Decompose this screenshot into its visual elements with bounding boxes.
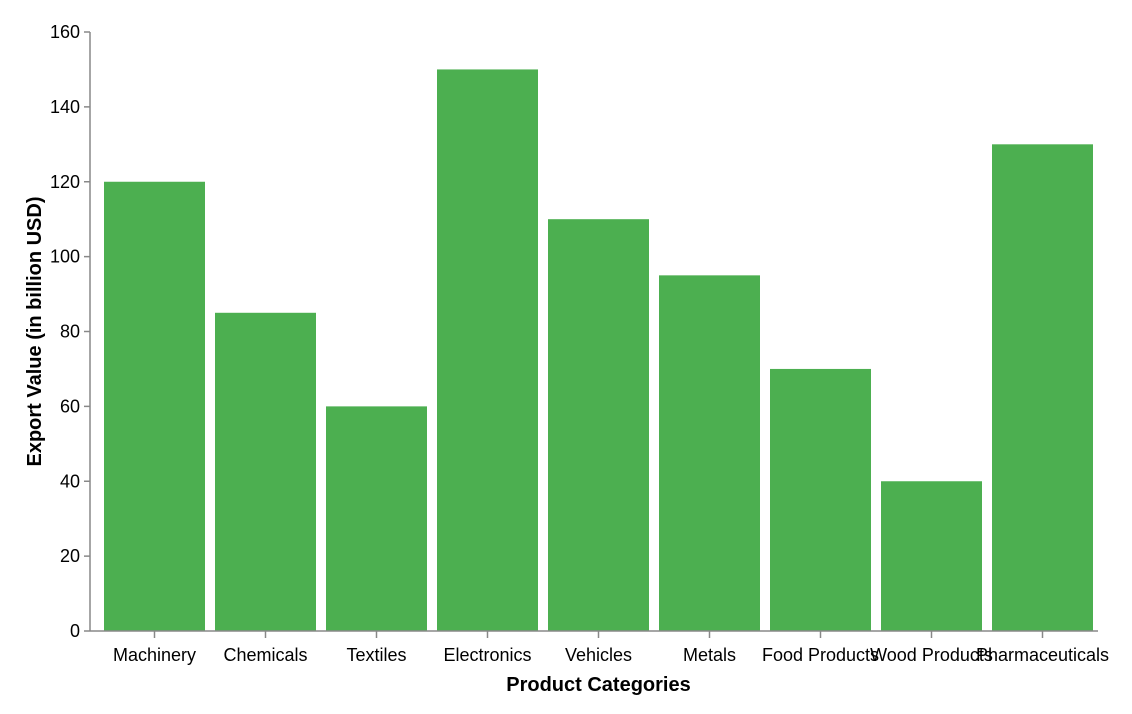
x-tick-label: Vehicles <box>565 645 632 665</box>
y-tick-label: 60 <box>60 396 80 416</box>
bar-electronics <box>437 69 538 631</box>
y-axis-title: Export Value (in billion USD) <box>24 196 46 466</box>
x-axis-title: Product Categories <box>506 674 690 696</box>
x-tick-label: Pharmaceuticals <box>976 645 1109 665</box>
x-tick-label: Food Products <box>762 645 879 665</box>
y-tick-label: 0 <box>70 621 80 641</box>
x-tick-label: Machinery <box>113 645 196 665</box>
bar-vehicles <box>548 219 649 631</box>
y-tick-label: 40 <box>60 471 80 491</box>
x-tick-label: Electronics <box>443 645 531 665</box>
bar-machinery <box>104 181 205 631</box>
bars-group <box>104 69 1093 631</box>
x-tick-label: Textiles <box>346 645 406 665</box>
bar-pharmaceuticals <box>992 144 1093 631</box>
x-tick-label: Chemicals <box>223 645 307 665</box>
x-tick-label: Wood Products <box>870 645 993 665</box>
y-tick-label: 160 <box>50 22 80 42</box>
y-tick-label: 120 <box>50 172 80 192</box>
y-tick-label: 80 <box>60 322 80 342</box>
bar-wood-products <box>881 481 982 631</box>
x-axis: Machinery Chemicals Textiles Electronics Veh… <box>90 630 1109 665</box>
bar-textiles <box>326 406 427 631</box>
y-tick-label: 20 <box>60 546 80 566</box>
x-tick-label: Metals <box>683 645 736 665</box>
y-tick-label: 100 <box>50 247 80 267</box>
bar-metals <box>659 275 760 631</box>
bar-chemicals <box>215 312 316 631</box>
y-axis: 0 20 40 60 80 100 120 140 160 <box>50 22 91 641</box>
bar-food-products <box>770 368 871 631</box>
y-tick-label: 140 <box>50 97 80 117</box>
